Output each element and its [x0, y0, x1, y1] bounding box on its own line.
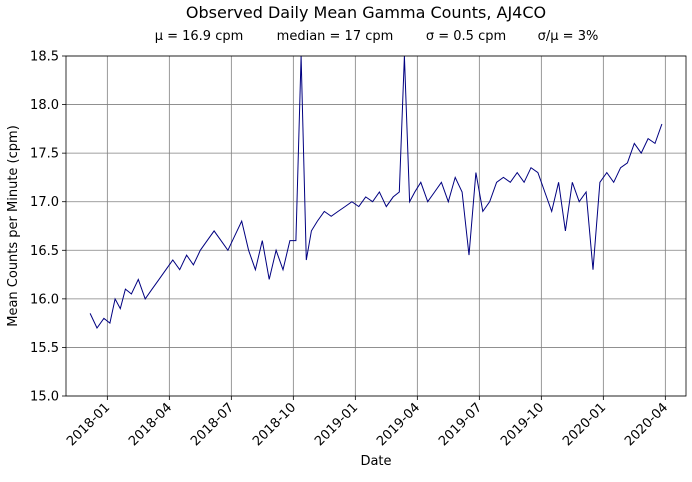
x-tick-label: 2019-10	[498, 400, 547, 449]
chart-title: Observed Daily Mean Gamma Counts, AJ4CO	[186, 3, 546, 22]
y-tick-label: 18.0	[30, 98, 59, 113]
y-tick-label: 15.5	[30, 341, 59, 356]
subtitle-stat: median = 17 cpm	[277, 29, 394, 44]
x-tick-label: 2018-10	[250, 400, 299, 449]
y-tick-label: 18.5	[30, 50, 59, 65]
x-tick-label: 2018-01	[64, 400, 113, 449]
x-tick-label: 2018-07	[188, 400, 237, 449]
y-tick-label: 15.0	[30, 390, 59, 405]
subtitle-stat: σ = 0.5 cpm	[426, 29, 506, 44]
y-tick-label: 16.5	[30, 244, 59, 259]
y-tick-label: 17.5	[30, 147, 59, 162]
y-tick-label: 17.0	[30, 195, 59, 210]
y-axis-label: Mean Counts per Minute (cpm)	[6, 125, 21, 327]
x-tick-label: 2019-07	[436, 400, 485, 449]
plot-frame	[65, 55, 687, 397]
x-tick-label: 2020-01	[560, 400, 609, 449]
data-line	[89, 56, 663, 329]
x-axis-label: Date	[360, 454, 391, 469]
x-tick-label: 2020-04	[622, 400, 671, 449]
x-tick-label: 2019-01	[312, 400, 361, 449]
subtitle-stat: σ/μ = 3%	[538, 29, 599, 44]
x-tick-label: 2018-04	[126, 400, 175, 449]
x-tick-label: 2019-04	[374, 400, 423, 449]
subtitle-stat: μ = 16.9 cpm	[155, 29, 244, 44]
y-tick-label: 16.0	[30, 292, 59, 307]
